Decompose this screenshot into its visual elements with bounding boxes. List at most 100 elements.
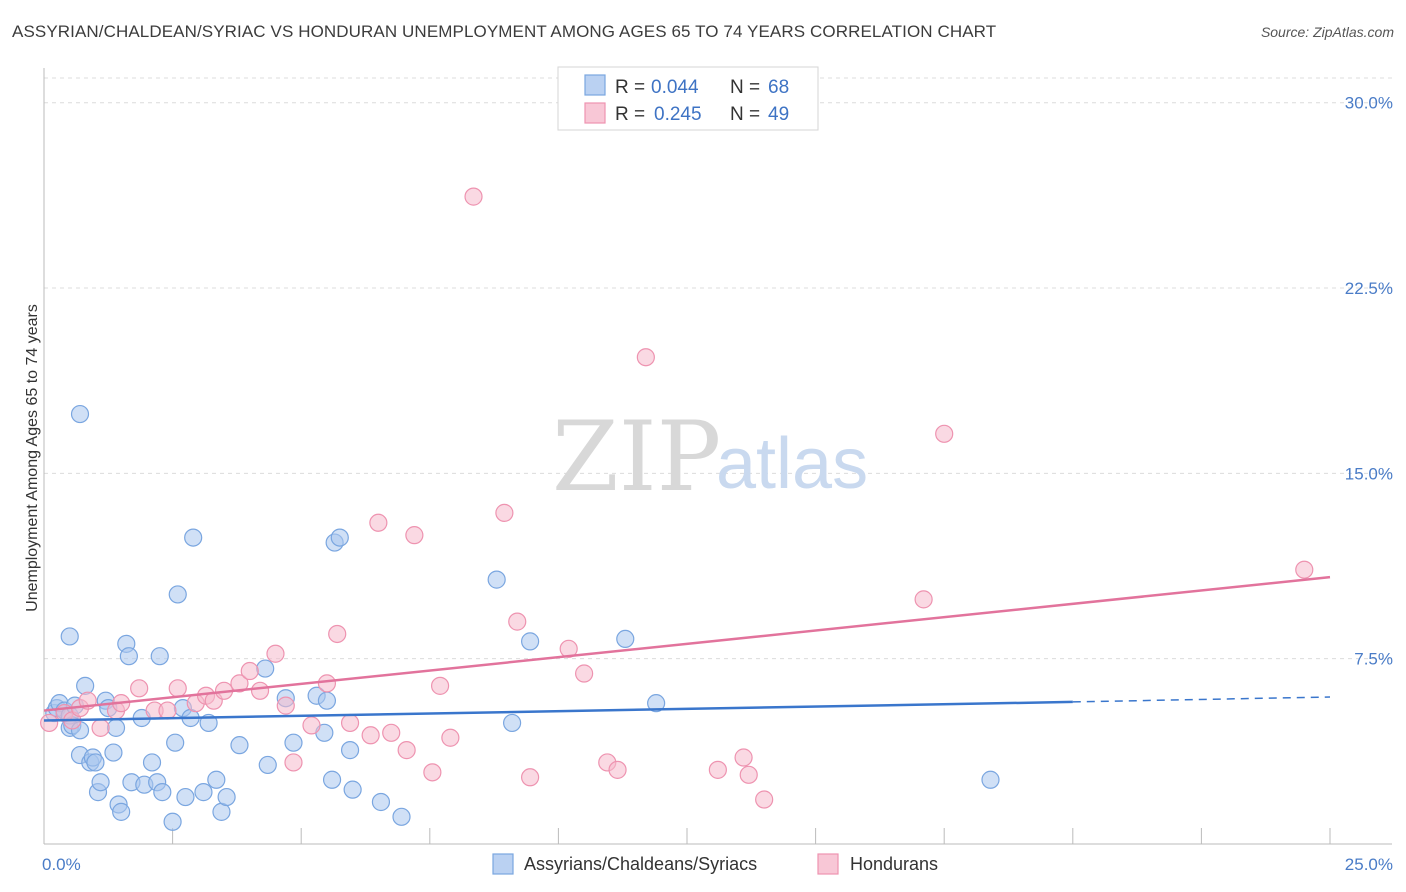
series-hondurans-points — [40, 187, 1314, 809]
data-point — [521, 768, 540, 787]
x-tick-labels: 0.0% 25.0% — [42, 855, 1393, 874]
data-point — [508, 612, 527, 631]
data-point — [142, 753, 162, 772]
data-point — [184, 528, 203, 547]
trend-line-hondurans — [43, 575, 1331, 712]
y-tick-labels: 7.5% 15.0% 22.5% 30.0% — [1345, 94, 1393, 669]
x-tick-label: 25.0% — [1345, 855, 1393, 874]
data-point — [91, 773, 110, 792]
data-point — [647, 694, 666, 713]
trend-lines — [43, 575, 1331, 722]
data-point — [217, 787, 236, 807]
data-point — [104, 743, 123, 762]
data-point — [521, 632, 540, 651]
data-point — [158, 701, 177, 720]
source-label: Source: ZipAtlas.com — [1260, 24, 1394, 40]
gridlines — [44, 77, 1392, 660]
legend-swatch-blue — [584, 74, 606, 96]
data-point — [256, 659, 275, 678]
data-point — [405, 526, 424, 545]
data-point — [40, 713, 59, 733]
data-point — [91, 718, 110, 737]
data-point — [166, 733, 185, 752]
data-point — [330, 528, 349, 547]
data-point — [914, 590, 933, 609]
data-point — [176, 787, 195, 807]
legend-r-label: R = — [615, 104, 645, 125]
data-point — [194, 783, 213, 802]
legend-n-value: 49 — [768, 104, 789, 125]
data-point — [153, 783, 172, 802]
data-point — [495, 503, 514, 522]
data-point — [168, 679, 187, 698]
data-point — [150, 647, 169, 666]
y-tick-label: 30.0% — [1345, 94, 1393, 113]
data-point — [317, 691, 337, 710]
data-point — [240, 661, 259, 681]
data-point — [397, 741, 416, 760]
data-point — [464, 187, 483, 206]
data-point — [708, 760, 727, 779]
bottom-legend-label-pink: Hondurans — [850, 854, 938, 874]
data-point — [284, 753, 303, 772]
data-point — [392, 807, 411, 826]
data-point — [575, 664, 594, 683]
data-point — [616, 629, 635, 649]
data-point — [302, 716, 321, 735]
data-point — [284, 733, 303, 752]
data-point — [112, 802, 131, 821]
legend: R = 0.044 N = 68 R = 0.245 N = 49 — [557, 66, 819, 131]
legend-n-label: N = — [730, 104, 760, 125]
data-point — [76, 676, 95, 695]
data-point — [340, 713, 360, 733]
bottom-legend-swatch-blue — [492, 853, 514, 875]
data-point — [371, 792, 391, 812]
y-tick-label: 15.0% — [1345, 464, 1393, 483]
x-tick-label: 0.0% — [42, 855, 81, 874]
data-point — [734, 748, 753, 767]
data-point — [423, 763, 442, 782]
data-point — [755, 790, 774, 809]
legend-r-value: 0.044 — [651, 77, 699, 98]
data-point — [207, 770, 226, 789]
data-point — [382, 723, 401, 742]
data-point — [322, 770, 342, 789]
data-point — [935, 424, 954, 443]
data-point — [981, 770, 1000, 789]
data-point — [86, 753, 105, 772]
data-point — [369, 513, 388, 532]
data-point — [739, 765, 758, 784]
data-point — [328, 624, 347, 644]
legend-n-label: N = — [730, 77, 760, 98]
trend-line-assyrians-extension — [1072, 696, 1331, 703]
bottom-legend-label-blue: Assyrians/Chaldeans/Syriacs — [524, 854, 757, 874]
data-point — [163, 812, 182, 831]
data-point — [168, 585, 187, 604]
watermark-zip: ZIP — [552, 401, 721, 513]
trend-line-assyrians — [43, 700, 1073, 722]
data-point — [130, 679, 149, 698]
data-point — [343, 780, 362, 799]
data-point — [60, 627, 79, 646]
y-tick-label: 7.5% — [1354, 650, 1393, 669]
data-point — [317, 674, 337, 693]
data-point — [106, 718, 126, 737]
bottom-legend-swatch-pink — [817, 853, 839, 875]
data-point — [266, 644, 285, 663]
watermark: ZIP atlas — [552, 401, 868, 513]
data-point — [441, 728, 460, 747]
bottom-legend: Assyrians/Chaldeans/Syriacs Hondurans — [492, 853, 938, 875]
data-point — [250, 681, 270, 700]
axes — [43, 68, 1392, 845]
data-point — [340, 741, 360, 760]
data-point — [230, 674, 249, 693]
data-point — [119, 647, 138, 666]
y-tick-label: 22.5% — [1345, 279, 1393, 298]
data-point — [258, 755, 277, 775]
data-point — [636, 348, 655, 367]
legend-r-value: 0.245 — [654, 104, 702, 125]
data-point — [70, 404, 90, 424]
data-point — [503, 713, 522, 733]
data-point — [608, 760, 627, 779]
